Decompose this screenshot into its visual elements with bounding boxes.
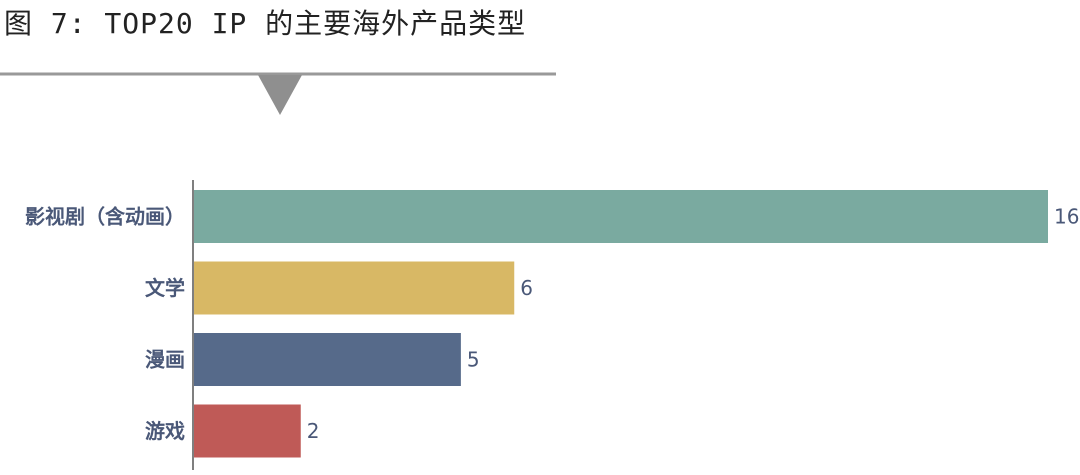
data-label: 2 xyxy=(307,419,320,443)
data-label: 6 xyxy=(520,276,533,300)
data-label: 5 xyxy=(467,348,480,372)
category-label: 文学 xyxy=(145,276,185,300)
category-label: 影视剧（含动画） xyxy=(25,205,185,229)
figure-title: 图 7: TOP20 IP 的主要海外产品类型 xyxy=(4,7,527,40)
divider-pointer-icon xyxy=(258,75,302,115)
bar-3 xyxy=(194,404,301,458)
bar-1 xyxy=(194,261,515,315)
data-label: 16 xyxy=(1054,205,1079,229)
category-label: 漫画 xyxy=(145,348,185,372)
bar-0 xyxy=(194,190,1048,243)
category-label: 游戏 xyxy=(145,419,185,443)
bar-2 xyxy=(194,333,461,386)
